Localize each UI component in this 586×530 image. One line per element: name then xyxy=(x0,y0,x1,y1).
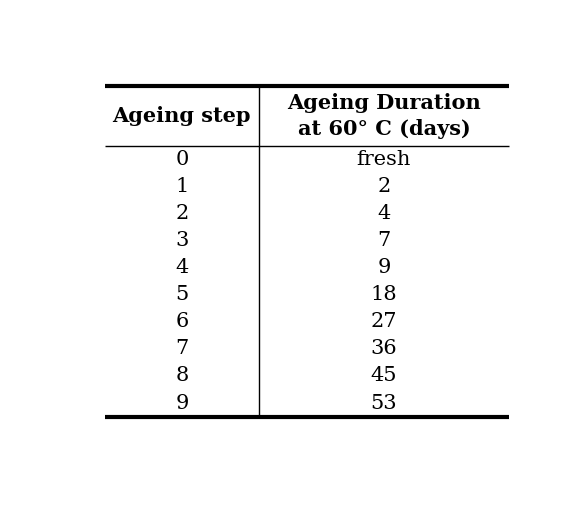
Text: 27: 27 xyxy=(371,312,397,331)
Text: 9: 9 xyxy=(175,394,189,412)
Text: Ageing step: Ageing step xyxy=(113,106,251,126)
Text: 4: 4 xyxy=(175,258,189,277)
Text: 4: 4 xyxy=(377,204,390,223)
Text: 36: 36 xyxy=(370,339,397,358)
Text: 8: 8 xyxy=(175,366,189,385)
Text: 1: 1 xyxy=(175,177,189,196)
Text: 7: 7 xyxy=(377,231,390,250)
Text: Ageing Duration
at 60° C (days): Ageing Duration at 60° C (days) xyxy=(287,93,481,139)
Text: 2: 2 xyxy=(175,204,189,223)
Text: 7: 7 xyxy=(175,339,189,358)
Text: 6: 6 xyxy=(175,312,189,331)
Text: 45: 45 xyxy=(371,366,397,385)
Text: 0: 0 xyxy=(175,149,189,169)
Text: 53: 53 xyxy=(370,394,397,412)
Text: 3: 3 xyxy=(175,231,189,250)
Text: 2: 2 xyxy=(377,177,390,196)
Text: 5: 5 xyxy=(175,285,189,304)
Text: 18: 18 xyxy=(370,285,397,304)
Text: 9: 9 xyxy=(377,258,391,277)
Text: fresh: fresh xyxy=(357,149,411,169)
